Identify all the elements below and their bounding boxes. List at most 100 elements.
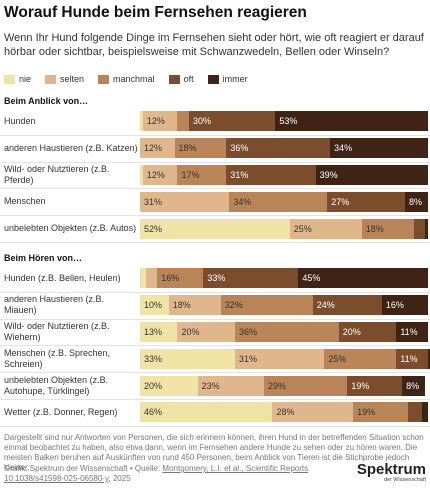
category-label: Wild- oder Nutztieren (z.B. Wiehern) — [4, 320, 110, 342]
bar-segment — [140, 111, 143, 132]
bar-segment — [315, 165, 428, 185]
bar-segment — [275, 111, 428, 132]
value-label: 12% — [146, 116, 165, 127]
logo-main: Spektrum — [356, 461, 426, 478]
bar-segment — [428, 348, 430, 369]
legend-item: manchmal — [98, 74, 155, 84]
value-label: 31% — [144, 196, 163, 207]
category-label: Hunden (z.B. Bellen, Heulen) — [4, 272, 121, 283]
value-label: 46% — [144, 407, 163, 418]
bar-segment — [203, 268, 299, 289]
row-separator — [0, 161, 430, 163]
row-separator — [0, 134, 430, 136]
bar-segment — [140, 322, 178, 342]
value-label: 19% — [357, 407, 376, 418]
bar-segment — [229, 191, 328, 212]
bar-segment — [168, 295, 221, 316]
bar-segment — [140, 348, 236, 369]
value-label: 31% — [230, 170, 249, 180]
value-label: 11% — [400, 353, 418, 364]
value-label: 34% — [334, 143, 353, 154]
bar-segment — [422, 402, 428, 423]
row-separator — [0, 215, 430, 217]
bar-segment — [140, 218, 290, 239]
footnote: Dargestellt sind nur Antworten von Perso… — [4, 433, 424, 472]
value-label: 28% — [276, 407, 295, 418]
value-label: 16% — [161, 273, 180, 284]
category-label: unbelebten Objekten (z.B. Autos) — [4, 223, 137, 234]
value-label: 8% — [408, 196, 422, 207]
legend-label: immer — [222, 74, 248, 84]
row-separator — [0, 242, 430, 243]
bar-segment — [226, 138, 331, 159]
value-label: 31% — [239, 353, 258, 364]
bar-segment — [177, 322, 236, 342]
bar-segment — [272, 402, 354, 423]
category-label: unbelebten Objekten (z.B. Autohupe, Türk… — [4, 374, 109, 396]
value-label: 17% — [181, 170, 200, 180]
value-label: 18% — [172, 300, 191, 311]
legend-label: oft — [183, 74, 194, 84]
logo: Spektrum der Wissenschaft — [357, 462, 426, 484]
value-label: 25% — [328, 353, 347, 364]
source-link[interactable]: Montgomery, L.I. et al., Scientific Repo… — [4, 464, 309, 483]
value-label: 30% — [192, 116, 211, 127]
bar-segment — [396, 348, 428, 369]
bar-segment — [140, 402, 273, 423]
value-label: 45% — [302, 273, 321, 284]
row-separator — [0, 291, 430, 293]
value-label: 25% — [293, 223, 312, 234]
value-label: 33% — [207, 273, 226, 284]
bar-segment — [174, 138, 227, 159]
value-label: 19% — [351, 380, 370, 391]
title: Worauf Hunde beim Fernsehen reagieren — [4, 4, 307, 21]
group-title: Beim Anblick von… — [4, 96, 89, 106]
bar-segment — [413, 218, 426, 239]
bar-segment — [140, 375, 198, 396]
bar-segment — [312, 295, 382, 316]
category-label: Wild- oder Nutztieren (z.B. Pferde) — [4, 163, 110, 185]
bar-segment — [145, 268, 158, 289]
legend-item: selten — [45, 74, 84, 84]
bar-segment — [140, 138, 175, 159]
group-title: Beim Hören von… — [4, 253, 83, 263]
value-label: 53% — [279, 116, 298, 127]
row-separator — [0, 372, 430, 374]
bar-segment — [140, 165, 143, 185]
bar-segment — [142, 165, 178, 185]
bar-segment — [330, 138, 428, 159]
value-label: 24% — [316, 300, 335, 311]
bar-segment — [140, 268, 146, 289]
bar-segment — [327, 191, 405, 212]
category-label: anderen Haustieren (z.B. Miauen) — [4, 294, 105, 316]
legend: nie selten manchmal oft immer — [4, 74, 248, 84]
value-label: 10% — [144, 300, 163, 311]
bar-segment — [263, 375, 348, 396]
legend-swatch — [45, 74, 57, 84]
bar-segment — [140, 295, 169, 316]
legend-swatch — [4, 74, 15, 84]
bar-segment — [381, 295, 428, 316]
bar-segment — [289, 218, 362, 239]
source-suffix: , 2025 — [108, 474, 131, 483]
value-label: 27% — [331, 196, 350, 207]
credit-text: Grafik: Spektrum der Wissenschaft • Quel… — [4, 464, 161, 473]
bar-segment — [407, 402, 423, 423]
value-label: 12% — [146, 170, 165, 180]
legend-swatch — [168, 74, 180, 84]
bar-segment — [298, 268, 428, 289]
value-label: 52% — [144, 223, 163, 234]
bar-segment — [347, 375, 403, 396]
bar-segment — [177, 165, 227, 185]
row-separator — [0, 425, 430, 427]
bar-segment — [197, 375, 264, 396]
subtitle: Wenn Ihr Hund folgende Dinge im Fernsehe… — [4, 32, 424, 58]
bar-segment — [235, 348, 325, 369]
logo-sub: der Wissenschaft — [383, 477, 426, 483]
value-label: 23% — [201, 380, 220, 391]
value-label: 16% — [385, 300, 404, 311]
credit: Grafik: Spektrum der Wissenschaft • Quel… — [4, 464, 344, 484]
row-separator — [0, 318, 430, 320]
bar-segment — [402, 375, 426, 396]
